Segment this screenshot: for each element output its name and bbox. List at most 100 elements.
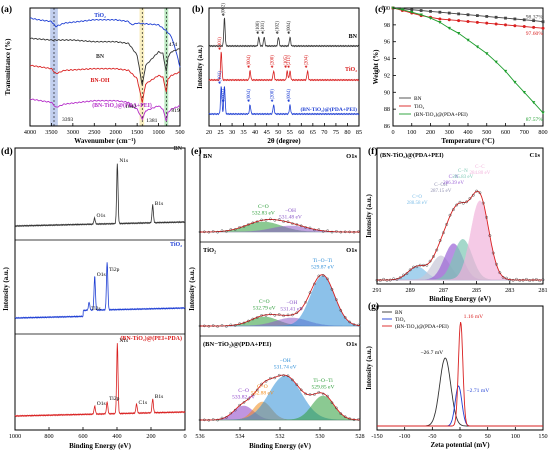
c-marker <box>429 9 432 13</box>
f-data-point <box>388 278 392 282</box>
c-marker <box>438 21 442 25</box>
e-data-point <box>295 383 299 386</box>
g-panel-label: (g) <box>368 301 379 312</box>
e-data-point <box>198 324 202 328</box>
e-component-value: 532.83 eV <box>252 211 275 217</box>
c-marker <box>456 31 461 35</box>
f-component-label: C−OH <box>434 183 448 188</box>
e-data-point <box>339 412 343 415</box>
g-xtick-label: 150 <box>538 433 547 440</box>
a-xtick-label: 500 <box>175 129 184 136</box>
e-data-point <box>299 388 303 392</box>
f-component-label: C=O <box>412 195 422 200</box>
f-data-point <box>525 277 528 281</box>
e-data-point <box>242 321 246 325</box>
f-data-point <box>515 277 518 281</box>
c-marker <box>522 18 526 22</box>
e-component-value: 531.41 eV <box>280 307 303 313</box>
e-xtick-label: 530 <box>315 433 324 440</box>
e-data-point <box>343 415 347 419</box>
e-data-point <box>308 226 312 230</box>
e-data-point <box>330 401 334 405</box>
f-data-point <box>402 273 405 277</box>
b-xtick-label: 45 <box>264 129 270 136</box>
b-xtick-label: 35 <box>241 129 247 136</box>
b-peak-label: ♠(100) <box>256 21 261 34</box>
f-data-point <box>412 265 415 269</box>
b-panel-label: (b) <box>192 4 204 15</box>
e-data-point <box>264 314 268 317</box>
c-xtick-label: 200 <box>426 129 435 136</box>
b-xtick-label: 50 <box>275 129 281 136</box>
b-peak-label: ♠(002) <box>221 89 226 102</box>
g-x-axis-label: Zeta potential (mV) <box>430 441 490 449</box>
e-data-point <box>255 316 259 319</box>
c-marker <box>541 20 545 24</box>
c-ytick-label: 100 <box>381 5 390 12</box>
c-marker <box>513 24 517 28</box>
c-marker <box>531 101 536 105</box>
f-data-point <box>458 200 462 204</box>
e-data-point <box>251 221 255 225</box>
e-data-point <box>242 401 246 404</box>
a-highlight-band <box>139 8 145 126</box>
a-xtick-label: 4000 <box>24 129 36 136</box>
a-x-axis-label: Wavenumber (cm⁻¹) <box>74 137 136 145</box>
c-y-axis-label: Weight (%) <box>372 49 380 84</box>
g-xtick-label: -50 <box>428 433 436 440</box>
c-marker <box>504 23 507 27</box>
f-component-value: 288.58 eV <box>407 201 428 206</box>
e-component-label: −OH <box>286 300 297 306</box>
b-peak-label: ♦(004) <box>247 89 252 102</box>
b-pattern-line <box>208 85 360 116</box>
a-xtick-label: 1500 <box>131 129 143 136</box>
f-component-value: 284.80 eV <box>469 171 490 176</box>
e-data-point <box>225 416 228 419</box>
e-component-value: 532.79 eV <box>253 306 276 312</box>
e-component-value: 529.87 eV <box>311 265 334 271</box>
e-component-label: C=O <box>258 204 269 210</box>
c-x-axis-label: Temperature (°C) <box>441 137 495 145</box>
d-peak-label: O1s <box>97 272 106 278</box>
b-x-axis-label: 2θ (degree) <box>267 137 301 145</box>
f-data-point <box>445 222 449 226</box>
d-peak-label: C1s <box>139 400 148 406</box>
f-data-point <box>425 263 429 267</box>
f-data-point <box>521 278 525 282</box>
b-frame <box>208 7 360 127</box>
e-data-point <box>313 282 316 286</box>
f-component-value: 287.15 eV <box>430 189 451 194</box>
e-data-point <box>207 418 211 422</box>
e-data-point <box>299 224 303 228</box>
e-data-point <box>348 320 351 324</box>
f-data-point <box>468 197 472 200</box>
a-series-label: (BN-TiO₂)@(PDA+PEI) <box>92 102 152 109</box>
f-data-point <box>405 272 409 276</box>
b-xtick-label: 55 <box>287 129 293 136</box>
d-peak-label: Ti2s <box>91 306 101 312</box>
d-peak-label: Ti2p <box>109 267 119 273</box>
e-data-point <box>264 380 268 383</box>
e-data-point <box>251 317 255 321</box>
e-data-point <box>299 307 303 311</box>
e-data-point <box>317 228 321 231</box>
e-data-point <box>211 418 215 421</box>
b-peak-label: ♠(004) <box>287 89 292 102</box>
e-component-label: C−O <box>238 388 249 394</box>
c-marker <box>400 8 405 12</box>
e-data-point <box>326 277 329 281</box>
b-peak-label: ♦(211) <box>287 55 292 68</box>
c-marker <box>475 45 480 49</box>
c-xtick-label: 800 <box>538 129 547 136</box>
e-component-value: 532.88 eV <box>251 391 274 397</box>
e-y-axis-label: Intensity (a.u.) <box>188 266 196 310</box>
e-data-point <box>225 230 228 233</box>
g-legend-label: (BN-TiO₂)@(PDA+PEI) <box>395 323 449 330</box>
e-data-point <box>308 291 312 294</box>
g-peak-annotation: −2.71 mV <box>467 388 490 394</box>
a-panel-label: (a) <box>1 4 12 15</box>
e-component-label: Ti−O−Ti <box>313 378 333 384</box>
c-marker <box>513 80 517 84</box>
c-marker <box>504 16 507 20</box>
